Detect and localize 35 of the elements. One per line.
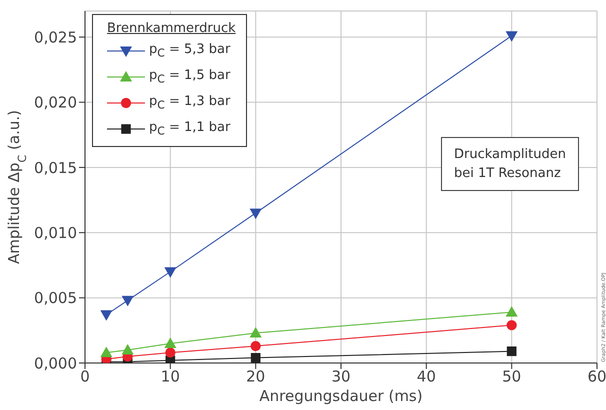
x-tick-label: 0 [80,368,90,386]
point [506,346,516,356]
point [506,31,518,42]
y-tick-label: 0,010 [34,224,77,242]
legend-label: p$_{C}$ = 1,5 bar [149,68,230,86]
x-axis-title: Anregungsdauer (ms) [259,387,423,405]
x-tick-label: 10 [160,368,180,386]
point [122,296,134,306]
legend-label: p$_{C}$ = 5,3 bar [149,42,230,60]
point [506,320,517,330]
point [122,344,134,354]
point [250,340,261,352]
x-tick-label: 40 [416,368,436,386]
y-tick-label: 0,015 [34,158,77,177]
y-tick-label: 0,005 [34,289,77,308]
point [250,327,262,338]
point [164,267,176,278]
point [506,306,518,317]
legend-label: p$_{C}$ = 1,1 bar [149,120,230,138]
point [250,208,262,220]
x-tick-label: 20 [246,368,266,386]
x-tick-label: 50 [502,368,522,386]
point [165,347,176,358]
y-tick-label: 0,025 [34,28,77,46]
legend-label: p$_{C}$ = 1,3 bar [149,94,230,112]
point [100,346,112,358]
annotation: Druckamplituden bei 1T Resonanz [441,137,579,191]
x-tick-label: 30 [331,368,351,386]
point [250,352,260,363]
legend-title: Brennkammerdruck [107,21,236,36]
point [164,337,176,348]
x-tick-label: 60 [587,368,606,386]
y-tick-label: 0,000 [34,354,77,372]
point [100,310,112,321]
y-tick-label: 0,020 [34,94,77,112]
